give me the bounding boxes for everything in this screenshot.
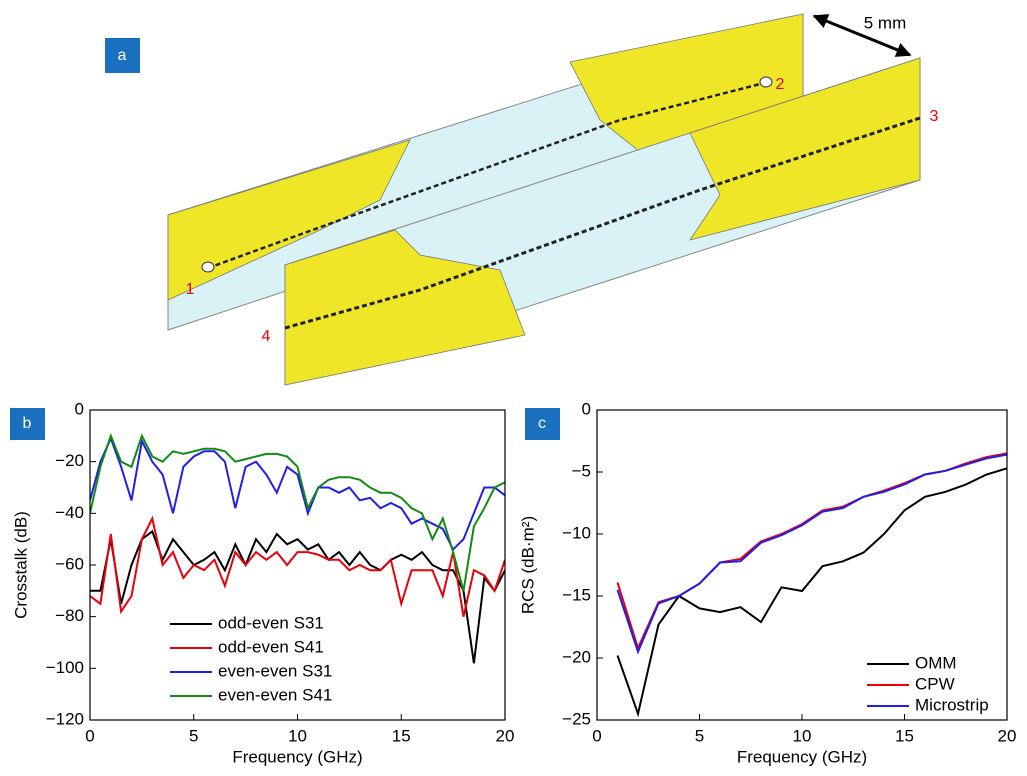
y-tick-label: −15 xyxy=(562,585,591,604)
y-tick-label: −10 xyxy=(562,523,591,542)
series-line xyxy=(618,455,1008,652)
port-hole xyxy=(760,77,772,87)
dimension-label: 5 mm xyxy=(864,13,907,32)
y-tick-label: −80 xyxy=(55,606,84,625)
page: {"panel_a": {"label": "a", "ports": ["1"… xyxy=(0,0,1027,776)
x-tick-label: 10 xyxy=(793,726,812,745)
x-axis-label: Frequency (GHz) xyxy=(232,747,362,766)
legend-label: even-even S31 xyxy=(218,661,332,680)
legend-label: even-even S41 xyxy=(218,685,332,704)
series-line xyxy=(618,453,1008,648)
y-tick-label: −60 xyxy=(55,554,84,573)
x-tick-label: 20 xyxy=(998,726,1017,745)
y-axis-label: Crosstalk (dB) xyxy=(11,511,30,619)
port-label: 4 xyxy=(262,328,271,345)
port-label: 1 xyxy=(186,281,195,298)
y-tick-label: −25 xyxy=(562,709,591,728)
series-line xyxy=(90,436,505,591)
device-diagram xyxy=(168,14,920,385)
legend-label: CPW xyxy=(915,674,955,693)
legend-label: OMM xyxy=(915,653,957,672)
legend-label: odd-even S41 xyxy=(218,637,324,656)
y-tick-label: −40 xyxy=(55,503,84,522)
panel-label: a xyxy=(118,47,127,64)
x-tick-label: 15 xyxy=(895,726,914,745)
port-hole xyxy=(202,262,214,272)
x-tick-label: 5 xyxy=(695,726,704,745)
x-tick-label: 0 xyxy=(592,726,601,745)
figure: a 1 2 3 4 5 mm b−120−100−80−60−40−200051… xyxy=(0,0,1027,776)
x-tick-label: 5 xyxy=(189,726,198,745)
y-tick-label: −20 xyxy=(562,647,591,666)
legend-label: Microstrip xyxy=(915,695,989,714)
port-label: 2 xyxy=(776,76,785,93)
y-tick-label: 0 xyxy=(582,399,591,418)
panel-label: c xyxy=(538,415,546,432)
port-label: 3 xyxy=(930,108,939,125)
legend-label: odd-even S31 xyxy=(218,613,324,632)
y-axis-label: RCS (dB·m²) xyxy=(518,516,537,614)
y-tick-label: −100 xyxy=(46,658,84,677)
y-tick-label: −5 xyxy=(572,461,591,480)
x-tick-label: 10 xyxy=(288,726,307,745)
x-tick-label: 15 xyxy=(392,726,411,745)
y-tick-label: −20 xyxy=(55,451,84,470)
y-tick-label: −120 xyxy=(46,709,84,728)
x-tick-label: 20 xyxy=(496,726,515,745)
panel-label: b xyxy=(23,415,32,432)
y-tick-label: 0 xyxy=(75,399,84,418)
x-axis-label: Frequency (GHz) xyxy=(737,747,867,766)
x-tick-label: 0 xyxy=(85,726,94,745)
